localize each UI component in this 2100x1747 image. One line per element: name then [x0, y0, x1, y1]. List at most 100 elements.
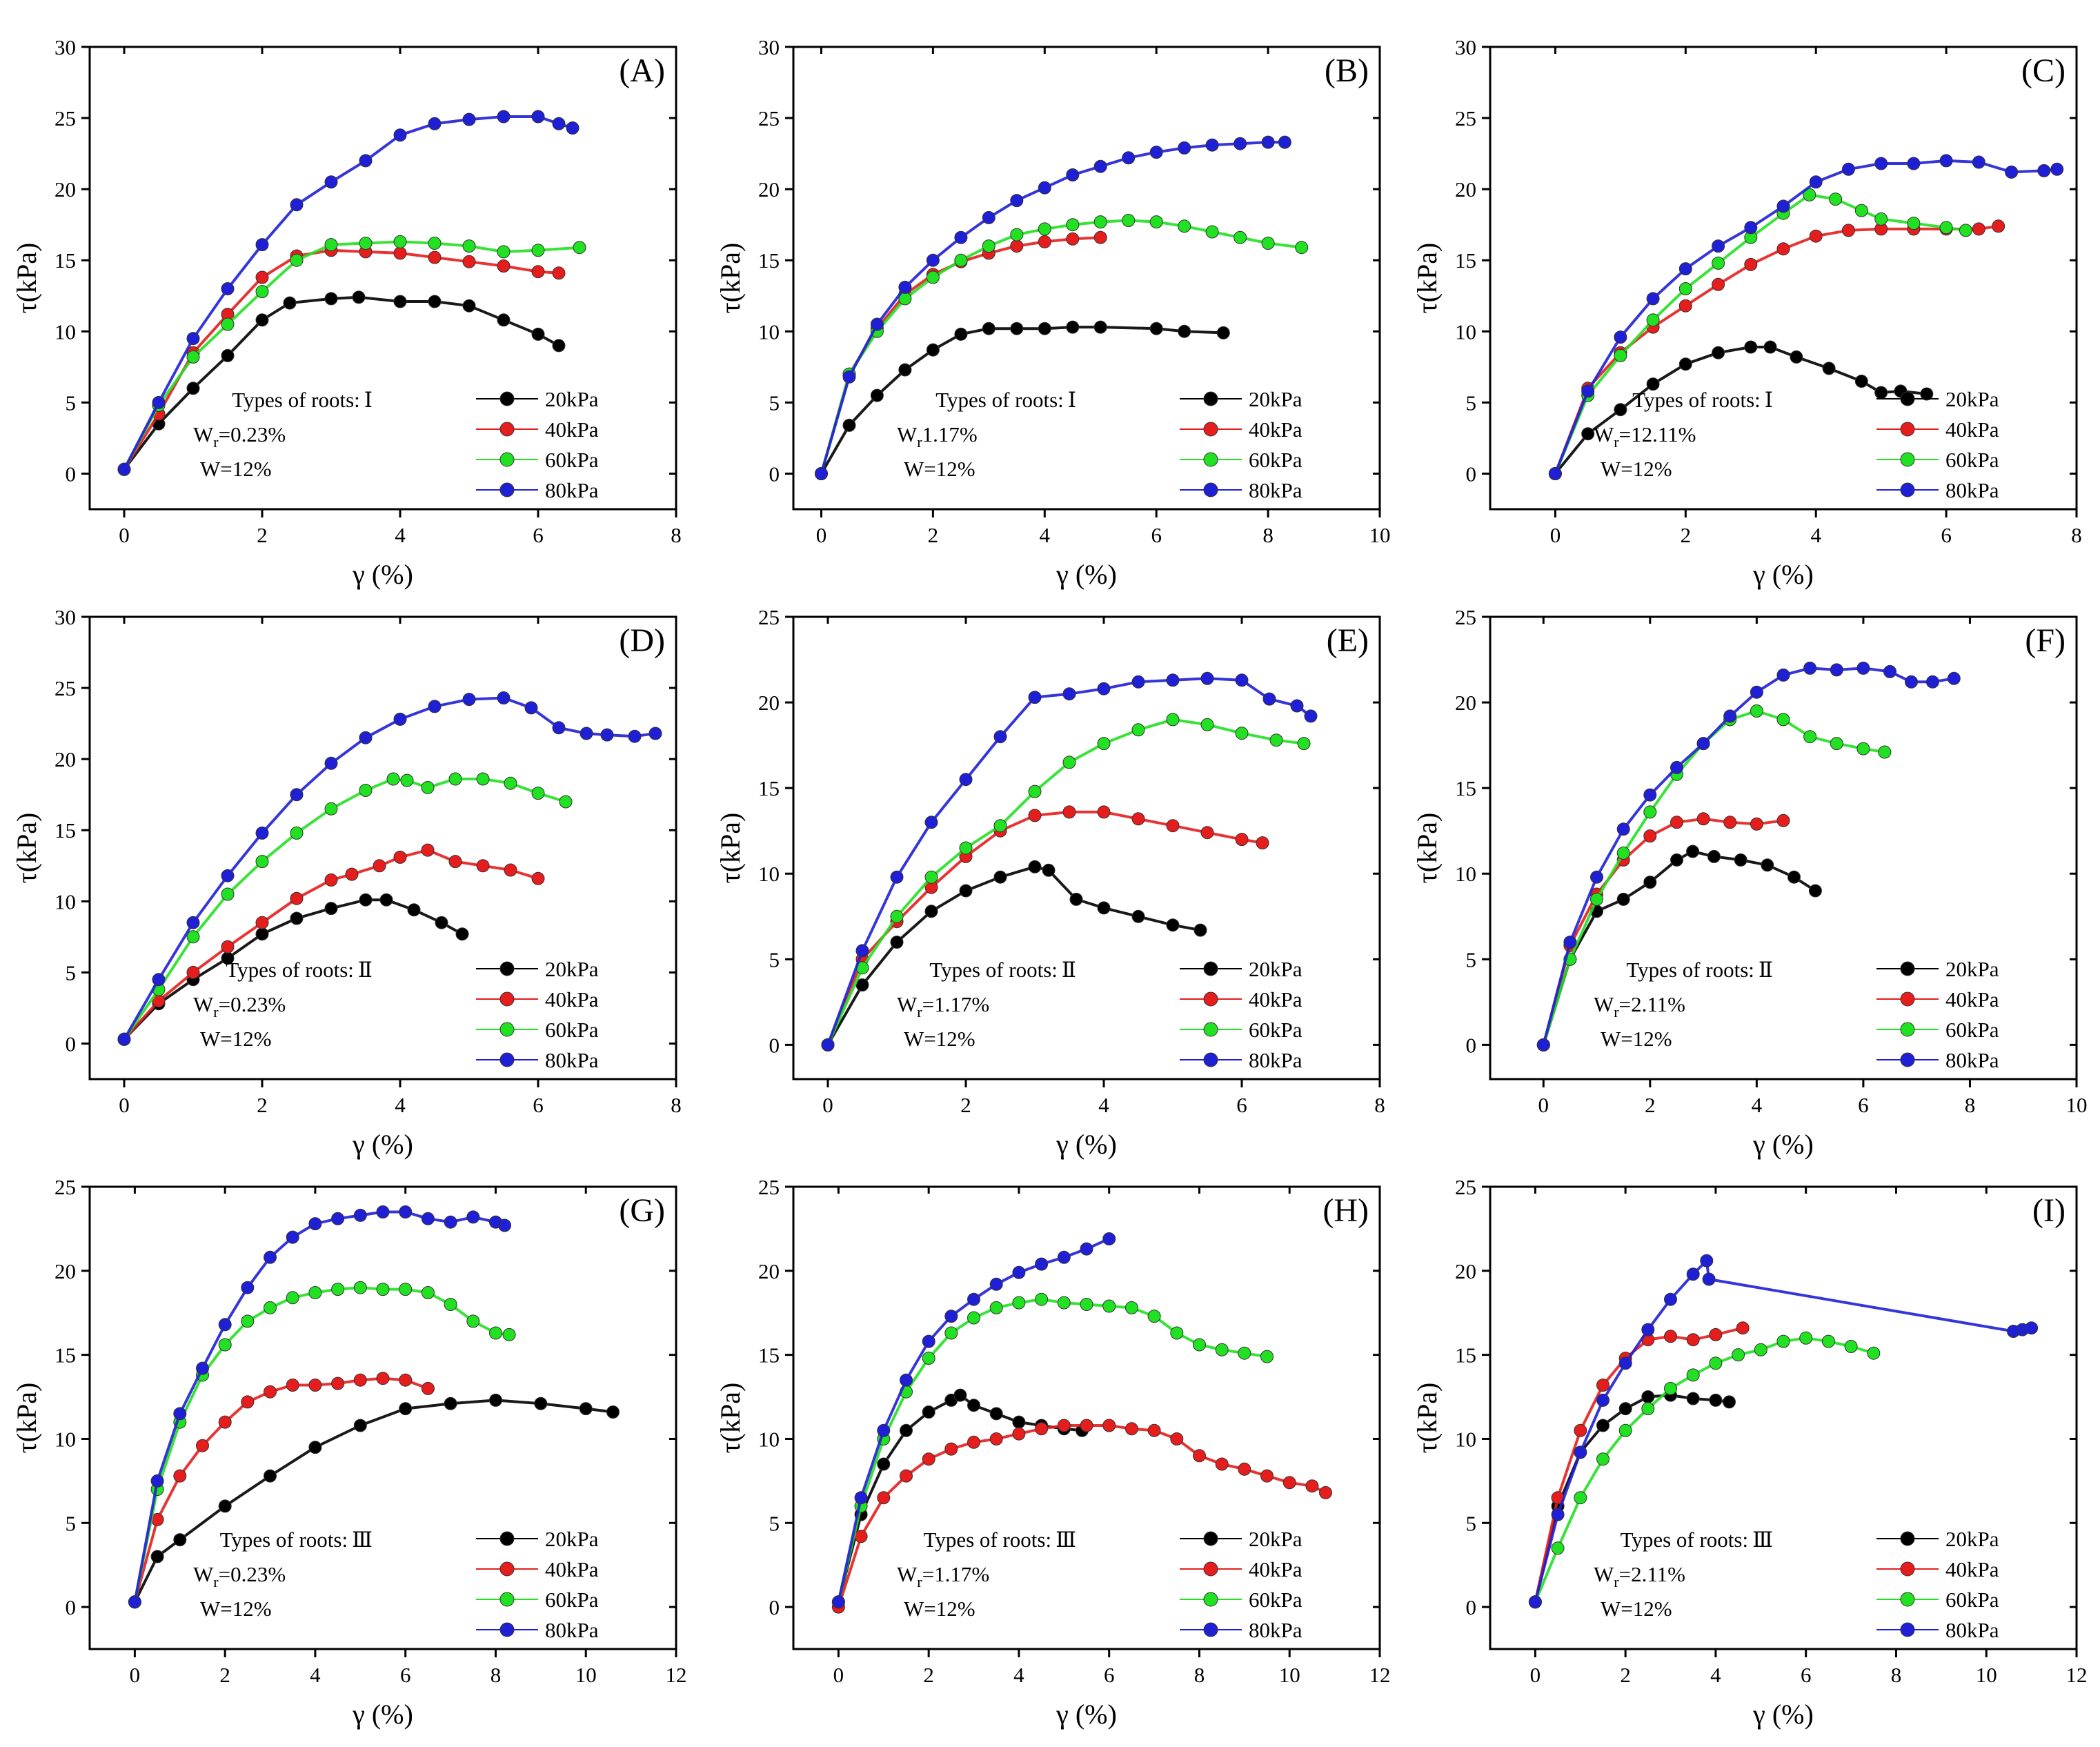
- data-point: [1686, 1392, 1700, 1405]
- data-point: [1641, 1402, 1655, 1416]
- y-tick-label: 30: [55, 605, 76, 629]
- data-point: [1723, 816, 1737, 829]
- data-point: [1028, 691, 1042, 704]
- data-point: [922, 1452, 935, 1466]
- y-axis-title: τ(kPa): [1411, 1383, 1443, 1454]
- data-point: [2005, 165, 2019, 179]
- data-point: [1536, 1038, 1550, 1052]
- x-tick-label: 4: [1752, 1093, 1763, 1117]
- data-point: [854, 1491, 868, 1505]
- legend-label: 60kPa: [545, 448, 599, 472]
- data-point: [324, 756, 338, 770]
- data-point: [448, 772, 462, 786]
- legend-label: 40kPa: [1249, 987, 1302, 1011]
- legend-label: 60kPa: [545, 1018, 599, 1042]
- w-label: W=12%: [904, 1027, 975, 1051]
- data-point: [944, 1310, 958, 1323]
- x-tick-label: 6: [533, 523, 544, 547]
- data-point: [1066, 218, 1080, 232]
- roots-type-label: Types of roots: Ⅲ: [1621, 1528, 1773, 1552]
- data-point: [1614, 403, 1627, 417]
- legend-label: 60kPa: [1945, 1588, 1999, 1612]
- data-point: [954, 327, 968, 341]
- data-point: [1297, 737, 1311, 751]
- x-tick-label: 10: [1976, 1663, 1997, 1687]
- plot-frame: [1489, 46, 2078, 511]
- data-point: [1616, 822, 1630, 836]
- legend-label: 80kPa: [545, 478, 599, 502]
- x-tick-label: 10: [575, 1663, 597, 1687]
- x-tick-label: 8: [2071, 523, 2082, 547]
- data-point: [1596, 1419, 1609, 1432]
- data-point: [1131, 812, 1145, 826]
- data-point: [373, 859, 386, 873]
- w-label: W=12%: [200, 457, 272, 481]
- data-point: [353, 1373, 367, 1387]
- data-point: [1062, 805, 1076, 819]
- data-point: [1234, 230, 1247, 244]
- legend-label: 40kPa: [1945, 1557, 1999, 1581]
- data-point: [1102, 1299, 1116, 1313]
- y-tick-label: 10: [1455, 862, 1476, 886]
- legend-marker: [1900, 1022, 1915, 1037]
- data-point: [954, 230, 968, 244]
- data-point: [1803, 188, 1816, 201]
- data-point: [1238, 1346, 1251, 1360]
- panel-label: (F): [2025, 622, 2066, 659]
- data-point: [1235, 727, 1249, 740]
- data-point: [255, 927, 269, 941]
- data-point: [1763, 340, 1777, 354]
- panel-label: (H): [1323, 1192, 1369, 1229]
- y-tick-label: 15: [55, 1343, 76, 1368]
- data-point: [982, 239, 995, 253]
- series-line: [1542, 817, 1785, 1047]
- wr-prefix: W: [1594, 992, 1614, 1016]
- data-point: [1776, 242, 1790, 256]
- data-point: [1822, 362, 1836, 375]
- data-point: [428, 250, 442, 264]
- roots-type-label: Types of roots: Ⅲ: [924, 1528, 1076, 1552]
- data-point: [993, 870, 1007, 884]
- data-point: [462, 239, 476, 253]
- data-point: [1643, 876, 1657, 889]
- data-point: [407, 903, 421, 917]
- series: [128, 1205, 511, 1609]
- data-point: [1939, 154, 1953, 168]
- data-point: [1618, 1423, 1632, 1437]
- data-point: [117, 1032, 131, 1046]
- data-point: [926, 270, 940, 284]
- data-point: [1131, 909, 1145, 923]
- data-point: [1010, 239, 1024, 253]
- data-point: [1776, 713, 1790, 727]
- y-tick-label: 15: [758, 1343, 780, 1368]
- x-tick-label: 8: [1891, 1663, 1902, 1687]
- y-tick-label: 20: [758, 691, 780, 715]
- x-tick-label: 2: [923, 1663, 934, 1687]
- y-tick-label: 15: [1455, 776, 1476, 800]
- legend-label: 80kPa: [1945, 1048, 1999, 1072]
- roots-type-label: Types of roots: Ⅱ: [929, 958, 1076, 982]
- series-line: [123, 115, 574, 471]
- data-point: [1925, 675, 1939, 689]
- data-point: [870, 317, 884, 331]
- data-point: [1614, 348, 1627, 362]
- legend-label: 80kPa: [1945, 1618, 1999, 1642]
- data-point: [290, 788, 304, 802]
- data-point: [993, 819, 1007, 833]
- wr-value: =0.23%: [219, 422, 286, 446]
- y-tick-label: 25: [1455, 605, 1476, 629]
- data-point: [218, 1499, 232, 1513]
- x-axis-title: γ (%): [1056, 1129, 1117, 1160]
- legend-marker: [1900, 1052, 1915, 1067]
- data-point: [1709, 1327, 1723, 1341]
- wr-label: Wr=0.23%: [193, 1562, 286, 1590]
- data-point: [1799, 1331, 1813, 1345]
- data-point: [628, 729, 642, 743]
- x-tick-label: 6: [1104, 1663, 1115, 1687]
- y-tick-label: 5: [66, 960, 77, 985]
- data-point: [308, 1379, 322, 1392]
- w-label: W=12%: [200, 1027, 272, 1051]
- data-point: [1097, 737, 1111, 751]
- data-point: [352, 290, 366, 304]
- x-tick-label: 4: [395, 523, 406, 547]
